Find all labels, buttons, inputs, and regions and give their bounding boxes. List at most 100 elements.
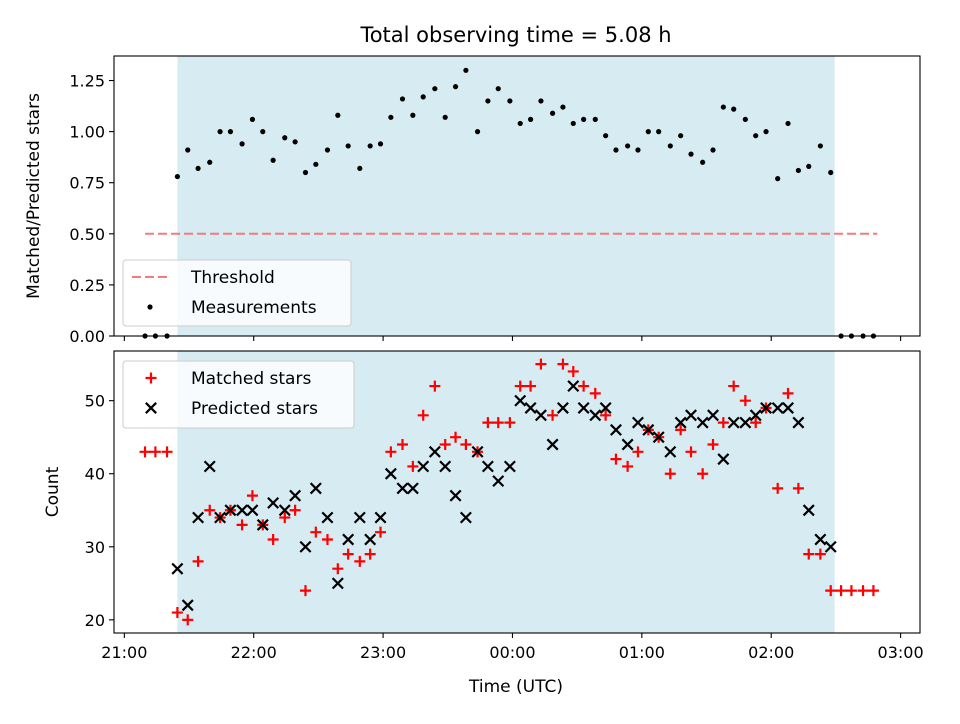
y-tick-label: 0.25 <box>69 276 105 295</box>
data-point <box>578 380 590 392</box>
data-point <box>622 460 634 472</box>
data-point <box>760 402 773 414</box>
data-point <box>589 409 602 422</box>
data-point <box>474 129 481 135</box>
legend: Matched stars Predicted stars <box>122 360 355 429</box>
data-point <box>236 519 248 531</box>
data-point <box>749 409 762 422</box>
data-point <box>353 511 366 524</box>
data-point <box>838 333 844 339</box>
data-point <box>482 417 494 429</box>
data-point <box>514 394 527 407</box>
data-point <box>603 133 609 139</box>
data-point <box>707 409 719 422</box>
data-point <box>589 387 601 399</box>
x-tick-label: 00:00 <box>489 643 535 662</box>
y-tick-label: 30 <box>85 538 105 557</box>
axes-frame <box>113 350 921 634</box>
data-point <box>342 533 355 546</box>
data-point <box>192 511 205 524</box>
data-point <box>525 380 537 392</box>
data-point <box>652 431 665 444</box>
data-point <box>828 169 834 176</box>
data-point <box>236 504 249 517</box>
data-point <box>485 98 491 104</box>
data-point <box>282 135 288 141</box>
data-point <box>685 446 697 458</box>
data-point <box>592 116 598 122</box>
data-point <box>848 333 855 339</box>
data-point <box>442 114 448 120</box>
data-point <box>324 147 331 153</box>
data-point <box>195 165 201 172</box>
data-point <box>731 106 737 112</box>
data-point <box>471 445 484 458</box>
data-point <box>181 599 194 612</box>
data-point <box>560 104 566 110</box>
data-point <box>678 133 684 139</box>
x-tick-label: 21:00 <box>101 643 147 662</box>
data-point <box>203 460 216 473</box>
legend-label: Matched stars <box>191 369 311 389</box>
data-point <box>267 533 279 545</box>
legend-measurements-swatch <box>147 304 153 310</box>
count-panel: 20 30 40 50 21:00 22:00 23:00 00:00 01:00 02:00 03… <box>43 350 924 662</box>
data-point <box>246 504 259 517</box>
legend-box <box>122 360 355 429</box>
x-tick-label: 23:00 <box>360 643 406 662</box>
data-point <box>632 446 644 458</box>
data-point <box>174 173 180 180</box>
data-point <box>204 504 216 516</box>
data-point <box>656 129 662 135</box>
data-point <box>771 402 784 414</box>
data-point <box>549 110 556 116</box>
data-point <box>806 163 812 169</box>
data-point <box>635 147 641 153</box>
data-point <box>727 416 740 429</box>
data-point <box>299 540 312 553</box>
data-point <box>217 129 223 135</box>
figure-title: Total observing time = 5.08 h <box>359 23 671 47</box>
data-point <box>256 518 269 531</box>
data-point <box>546 438 559 451</box>
ratio-panel: 0.00 0.25 0.50 0.75 1.00 1.25 Matched/Predicte… <box>24 55 921 346</box>
data-point <box>860 333 866 339</box>
data-point <box>270 157 276 163</box>
data-point <box>481 460 494 473</box>
data-point <box>507 98 513 104</box>
data-point <box>367 143 373 149</box>
data-point <box>717 453 730 466</box>
data-point <box>139 446 151 458</box>
data-point <box>164 333 170 339</box>
data-point <box>645 129 651 135</box>
data-point <box>609 423 622 436</box>
series-predicted-stars <box>171 380 837 612</box>
data-point <box>750 417 762 429</box>
data-point <box>406 482 419 495</box>
data-point <box>825 585 837 597</box>
data-point <box>717 417 729 429</box>
data-point <box>227 129 234 135</box>
data-point <box>547 409 559 421</box>
legend-swatch <box>145 402 157 414</box>
data-point <box>739 416 752 429</box>
data-point <box>299 585 311 597</box>
data-point <box>357 165 363 172</box>
data-point <box>161 446 173 458</box>
data-point <box>775 176 781 182</box>
data-point <box>728 380 740 392</box>
legend: Threshold Measurements <box>122 259 352 327</box>
data-point <box>600 409 612 421</box>
data-point <box>171 607 183 619</box>
data-point <box>613 147 619 153</box>
x-axis-label: Time (UTC) <box>468 677 563 697</box>
data-point <box>309 482 322 495</box>
data-point <box>171 562 184 575</box>
data-point <box>567 380 580 393</box>
data-point <box>795 167 801 174</box>
y-tick-label: 50 <box>85 392 105 411</box>
data-point <box>742 116 748 122</box>
data-point <box>452 84 459 90</box>
data-point <box>814 548 826 560</box>
